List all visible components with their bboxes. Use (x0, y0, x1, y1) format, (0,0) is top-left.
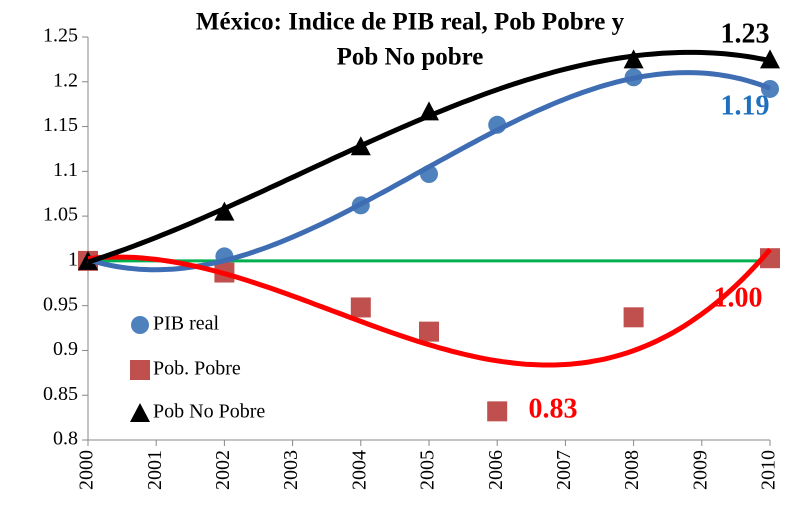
point (419, 321, 439, 342)
x-tick-label: 2005 (417, 450, 439, 490)
y-tick-label: 0.9 (53, 338, 78, 360)
y-tick-label: 0.95 (43, 293, 78, 315)
trend-line (87, 49, 771, 265)
annotation: 1.19 (721, 90, 770, 121)
x-tick-label: 2006 (485, 450, 507, 490)
x-tick-label: 2001 (144, 450, 166, 490)
x-tick-label: 2008 (621, 450, 643, 490)
y-tick-label: 1.25 (43, 25, 78, 47)
x-tick-label: 2002 (212, 450, 234, 490)
point (623, 49, 644, 69)
annotation: 1.00 (714, 282, 763, 313)
x-tick-label: 2007 (553, 450, 575, 490)
x-tick-label: 2009 (689, 450, 711, 490)
x-tick-label: 2010 (758, 450, 780, 490)
legend-marker (131, 316, 149, 334)
y-tick-label: 1.2 (53, 69, 78, 91)
y-tick-label: 1.05 (43, 204, 78, 226)
legend-marker (130, 360, 150, 380)
y-tick-label: 1 (68, 248, 78, 270)
annotation: 1.23 (721, 18, 770, 49)
point (350, 297, 371, 318)
y-tick-label: 1.1 (53, 159, 78, 181)
chart-title: México: Indice de PIB real, Pob Pobre y (196, 9, 625, 36)
legend-label: Pob. Pobre (153, 358, 241, 380)
trend-line (87, 247, 772, 368)
annotation: 0.83 (529, 393, 578, 424)
point (487, 401, 508, 422)
x-tick-label: 2000 (76, 450, 98, 490)
y-tick-label: 1.15 (43, 114, 78, 136)
legend-label: PIB real (153, 313, 220, 335)
legend-marker (130, 403, 150, 422)
legend-label: Pob No Pobre (153, 401, 265, 423)
x-tick-label: 2003 (280, 450, 302, 490)
x-tick-label: 2004 (348, 450, 370, 490)
y-tick-label: 0.8 (53, 428, 78, 450)
y-tick-label: 0.85 (43, 383, 78, 405)
point (623, 307, 644, 328)
chart-title: Pob No pobre (337, 44, 484, 71)
